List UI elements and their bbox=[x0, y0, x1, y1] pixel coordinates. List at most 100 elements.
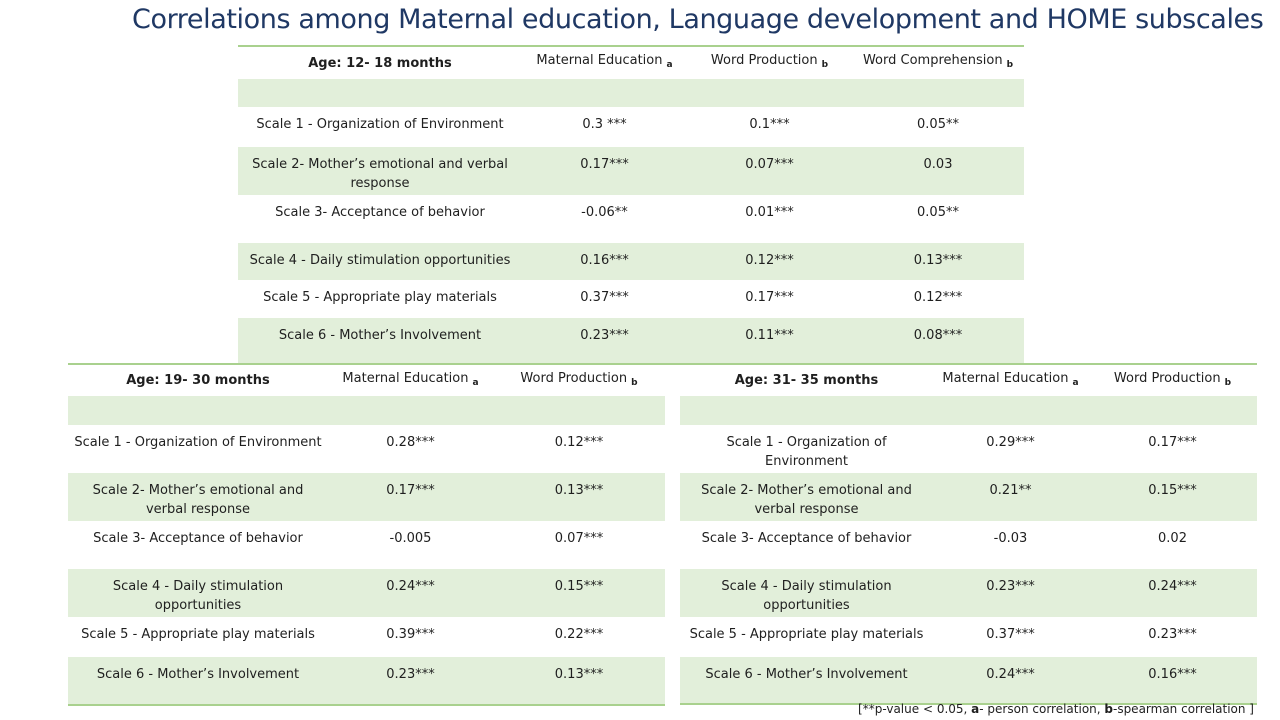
table-row: Scale 5 - Appropriate play materials 0.3… bbox=[680, 617, 1257, 657]
age-header: Age: 31- 35 months bbox=[734, 373, 879, 388]
value-cell: 0.15*** bbox=[1148, 483, 1197, 498]
scale-cell: Scale 6 - Mother’s Involvement bbox=[278, 328, 482, 343]
value-cell: 0.28*** bbox=[386, 435, 435, 450]
table-row: Scale 2- Mother’s emotional and verbal r… bbox=[68, 473, 665, 521]
value-cell: 0.17*** bbox=[745, 290, 794, 305]
value-cell: 0.24*** bbox=[386, 579, 435, 594]
value-cell: 0.07*** bbox=[554, 531, 604, 546]
table-row: Scale 6 - Mother’s Involvement 0.23*** 0… bbox=[238, 318, 1024, 364]
footnote-b-key: b bbox=[1104, 702, 1113, 716]
value-cell: 0.12*** bbox=[554, 435, 604, 450]
table-row: Scale 2- Mother’s emotional and verbal r… bbox=[238, 147, 1024, 195]
col-header-maternal-education: Maternal Education a bbox=[933, 364, 1088, 396]
value-cell: 0.05** bbox=[917, 117, 959, 132]
table-row: Scale 5 - Appropriate play materials 0.3… bbox=[68, 617, 665, 657]
table-row bbox=[68, 396, 665, 425]
table-row: Scale 4 - Daily stimulation opportunitie… bbox=[68, 569, 665, 617]
table-row: Scale 5 - Appropriate play materials 0.3… bbox=[238, 280, 1024, 318]
value-cell: 0.15*** bbox=[554, 579, 604, 594]
value-cell bbox=[493, 396, 665, 425]
table-row: Scale 1 - Organization of Environment 0.… bbox=[68, 425, 665, 473]
col-header-word-production: Word Production b bbox=[687, 46, 852, 79]
table-row: Scale 4 - Daily stimulation opportunitie… bbox=[680, 569, 1257, 617]
value-cell: 0.12*** bbox=[913, 290, 963, 305]
value-cell: 0.17*** bbox=[386, 483, 435, 498]
value-cell bbox=[1088, 396, 1257, 425]
table-row: Scale 3- Acceptance of behavior -0.03 0.… bbox=[680, 521, 1257, 569]
value-cell: 0.17*** bbox=[1148, 435, 1197, 450]
footnote-b-text: -spearman correlation ] bbox=[1112, 702, 1254, 716]
col-header-label: Maternal Education bbox=[342, 370, 469, 386]
table-row: Scale 1 - Organization of Environment 0.… bbox=[680, 425, 1257, 473]
col-header-label: Word Comprehension bbox=[862, 53, 1003, 68]
value-cell: -0.06** bbox=[581, 205, 628, 220]
value-cell: 0.23*** bbox=[986, 579, 1035, 594]
footnote-a-key: a bbox=[971, 702, 980, 716]
value-cell: 0.08*** bbox=[913, 328, 963, 343]
col-header-label: Word Production bbox=[710, 53, 818, 68]
scale-cell: Scale 3- Acceptance of behavior bbox=[701, 531, 912, 546]
scale-cell: Scale 4 - Daily stimulation opportunitie… bbox=[721, 579, 892, 613]
col-header-sub: a bbox=[666, 60, 673, 70]
value-cell: 0.23*** bbox=[386, 667, 435, 682]
value-cell: 0.13*** bbox=[554, 667, 604, 682]
value-cell: 0.23*** bbox=[580, 328, 629, 343]
col-header-word-comprehension: Word Comprehension b bbox=[852, 46, 1024, 79]
col-header-sub: a bbox=[472, 377, 479, 388]
scale-cell: Scale 4 - Daily stimulation opportunitie… bbox=[249, 253, 511, 268]
value-cell: 0.29*** bbox=[986, 435, 1035, 450]
value-cell: 0.03 bbox=[923, 157, 953, 172]
table-row: Scale 6 - Mother’s Involvement 0.24*** 0… bbox=[680, 657, 1257, 704]
scale-cell: Scale 6 - Mother’s Involvement bbox=[96, 667, 300, 682]
value-cell: 0.12*** bbox=[745, 253, 794, 268]
slide-title: Correlations among Maternal education, L… bbox=[132, 4, 1264, 35]
scale-cell: Scale 3- Acceptance of behavior bbox=[275, 205, 485, 220]
footnote-open: [**p-value < 0.05, bbox=[858, 702, 972, 716]
scale-cell: Scale 2- Mother’s emotional and verbal r… bbox=[252, 157, 508, 191]
value-cell bbox=[328, 396, 493, 425]
col-header-sub: b bbox=[821, 60, 829, 70]
value-cell: 0.1*** bbox=[749, 117, 790, 132]
table-row: Scale 6 - Mother’s Involvement 0.23*** 0… bbox=[68, 657, 665, 705]
value-cell: 0.16*** bbox=[1148, 667, 1197, 682]
value-cell: 0.39*** bbox=[386, 627, 435, 642]
value-cell: 0.21** bbox=[989, 483, 1032, 498]
col-header-label: Maternal Education bbox=[942, 370, 1069, 386]
scale-cell bbox=[238, 79, 522, 107]
col-header-label: Word Production bbox=[520, 370, 628, 386]
table-19-30-months: Age: 19- 30 months Maternal Education a W… bbox=[68, 363, 665, 706]
scale-cell: Scale 6 - Mother’s Involvement bbox=[705, 667, 908, 682]
table-row: Scale 3- Acceptance of behavior -0.06** … bbox=[238, 195, 1024, 243]
value-cell: 0.01*** bbox=[745, 205, 794, 220]
value-cell bbox=[852, 79, 1024, 107]
col-header-sub: b bbox=[1224, 377, 1232, 388]
value-cell: 0.02 bbox=[1158, 531, 1187, 546]
value-cell bbox=[687, 79, 852, 107]
scale-cell: Scale 1 - Organization of Environment bbox=[726, 435, 887, 469]
value-cell: -0.005 bbox=[389, 531, 432, 546]
table-12-18-months: Age: 12- 18 months Maternal Education a W… bbox=[238, 45, 1024, 365]
scale-cell: Scale 1 - Organization of Environment bbox=[74, 435, 322, 450]
scale-cell bbox=[68, 396, 328, 425]
table-row: Scale 4 - Daily stimulation opportunitie… bbox=[238, 243, 1024, 280]
value-cell: 0.37*** bbox=[986, 627, 1035, 642]
scale-cell: Scale 1 - Organization of Environment bbox=[256, 117, 504, 132]
col-header-label: Word Production bbox=[1113, 370, 1221, 386]
value-cell: 0.13*** bbox=[554, 483, 604, 498]
footnote-a-text: - person correlation, bbox=[979, 702, 1105, 716]
table-row bbox=[238, 79, 1024, 107]
table-row bbox=[680, 396, 1257, 425]
table-row: Scale 2- Mother’s emotional and verbal r… bbox=[680, 473, 1257, 521]
table-row: Scale 1 - Organization of Environment 0.… bbox=[238, 107, 1024, 147]
value-cell: 0.24*** bbox=[986, 667, 1035, 682]
value-cell: 0.24*** bbox=[1148, 579, 1197, 594]
scale-cell: Scale 2- Mother’s emotional and verbal r… bbox=[92, 483, 304, 517]
scale-cell: Scale 4 - Daily stimulation opportunitie… bbox=[112, 579, 284, 613]
col-header-label: Maternal Education bbox=[536, 53, 663, 68]
value-cell bbox=[933, 396, 1088, 425]
value-cell: 0.07*** bbox=[745, 157, 794, 172]
scale-cell: Scale 5 - Appropriate play materials bbox=[689, 627, 924, 642]
value-cell: 0.13*** bbox=[913, 253, 963, 268]
value-cell bbox=[522, 79, 687, 107]
scale-cell bbox=[680, 396, 933, 425]
